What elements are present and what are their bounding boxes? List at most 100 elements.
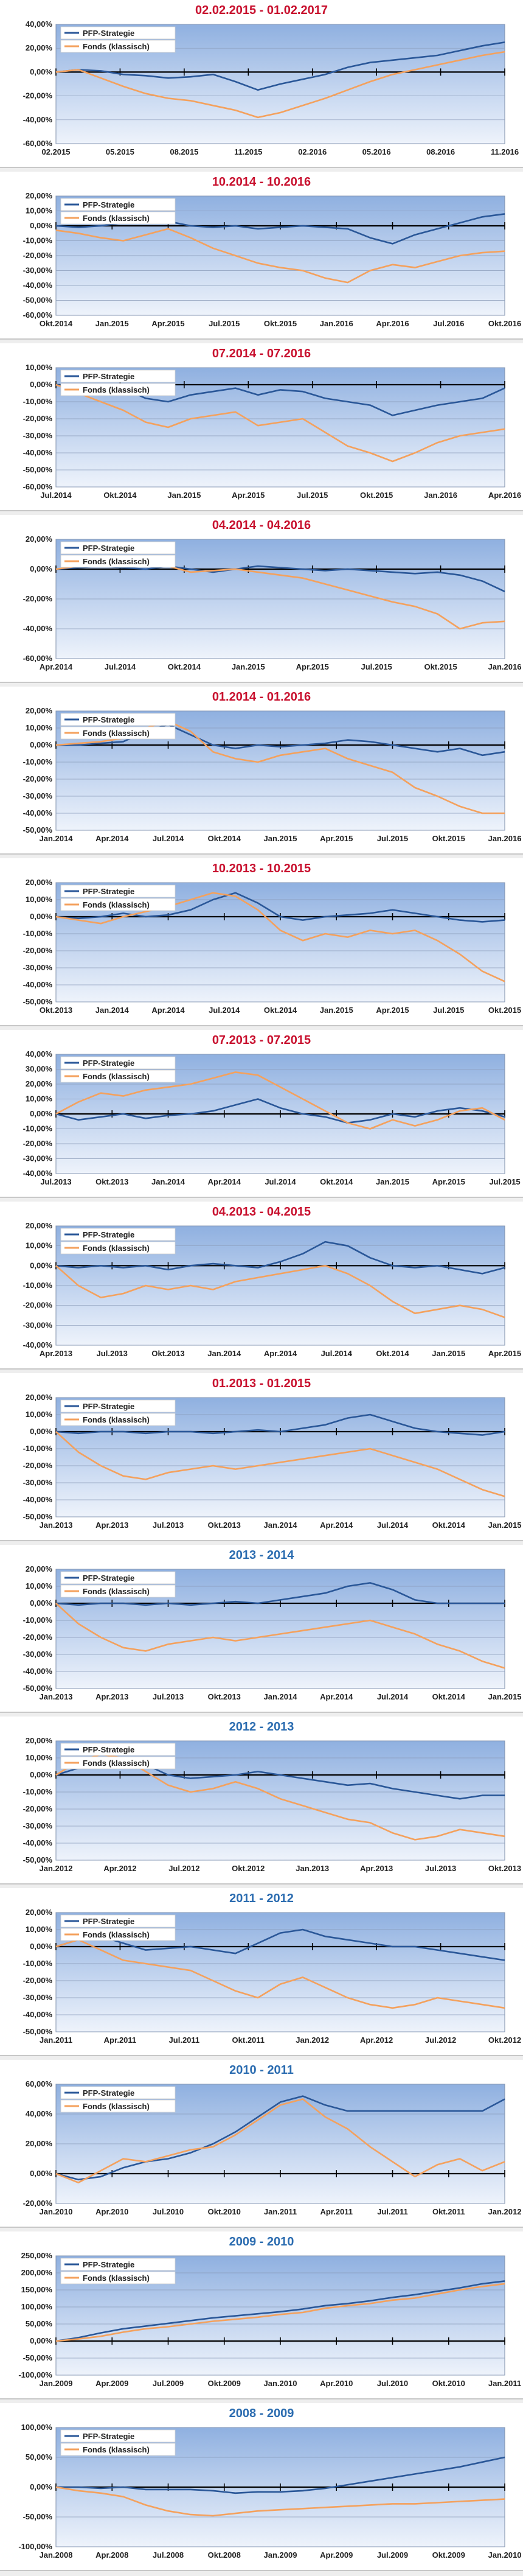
x-tick-label: Jan.2015 [167, 491, 201, 500]
legend-label: Fonds (klassisch) [83, 1072, 150, 1081]
y-tick-label: 20,00% [26, 1564, 53, 1573]
x-tick-label: Jan.2010 [488, 2550, 522, 2560]
y-tick-label: 40,00% [26, 2109, 53, 2118]
chart-title: 2010 - 2011 [229, 2063, 294, 2077]
chart-title: 2011 - 2012 [229, 1892, 294, 1905]
series-line-strategy [55, 1098, 505, 1124]
x-tick-label: Okt.2008 [208, 2550, 241, 2560]
y-tick-label: -10,00% [23, 929, 53, 938]
x-tick-label: Jul.2010 [153, 2207, 184, 2216]
y-tick-label: 0,00% [30, 2169, 52, 2178]
x-tick-label: Jul.2015 [489, 1177, 520, 1186]
legend-label: Fonds (klassisch) [83, 1930, 150, 1939]
x-tick-label: Jul.2014 [377, 1521, 409, 1530]
x-tick-label: Apr.2015 [296, 662, 329, 671]
x-tick-label: Apr.2013 [360, 1864, 393, 1873]
x-tick-label: Jul.2015 [433, 1006, 464, 1015]
legend-item [60, 1413, 176, 1426]
y-tick-label: -40,00% [23, 1838, 53, 1847]
y-tick-label: 20,00% [26, 1393, 53, 1402]
y-tick-label: -10,00% [23, 236, 53, 245]
series-line-fund [55, 2486, 505, 2517]
x-tick-label: Apr.2014 [40, 662, 73, 671]
y-tick-label: -20,00% [23, 1633, 53, 1642]
legend-label: Fonds (klassisch) [83, 2445, 150, 2454]
legend-item [60, 541, 176, 555]
x-tick-label: Apr.2015 [376, 1006, 409, 1015]
chart-svg: 20,00% 10,00% 0,00% -10,00% -20,00% -30,00% -4… [23, 706, 522, 843]
chart-panel: 2008 - 2009 100,00% 50,00% 0,00% -50,00% -100… [0, 2403, 523, 2571]
x-tick-label: Jan.2015 [264, 834, 297, 843]
y-tick-label: -50,00% [23, 997, 53, 1006]
x-tick-label: Jan.2014 [207, 1349, 241, 1358]
chart-svg: 20,00% 10,00% 0,00% -10,00% -20,00% -30,00% -4… [23, 191, 522, 328]
chart-panel: 2010 - 2011 60,00% 40,00% 20,00% 0,00% -20,00… [0, 2060, 523, 2228]
x-tick-label: Jul.2015 [209, 319, 240, 328]
y-tick-label: -10,00% [23, 1124, 53, 1133]
series-line-strategy [55, 1928, 505, 1961]
x-tick-label: Apr.2015 [320, 834, 353, 843]
x-tick-label: Jul.2014 [105, 662, 136, 671]
chart-title: 02.02.2015 - 01.02.2017 [195, 4, 328, 17]
y-tick-label: -20,00% [23, 251, 53, 260]
x-tick-label: Apr.2010 [320, 2379, 353, 2388]
y-tick-label: 20,00% [26, 1736, 53, 1745]
y-tick-label: 0,00% [30, 1942, 52, 1951]
y-tick-label: -30,00% [23, 1478, 53, 1487]
y-tick-label: -20,00% [23, 1139, 53, 1148]
legend-item [60, 1743, 176, 1756]
x-tick-label: Jan.2014 [151, 1177, 185, 1186]
legend-label: PFP-Strategie [83, 887, 134, 896]
legend-label: Fonds (klassisch) [83, 2102, 150, 2111]
y-tick-label: -100,00% [18, 2370, 52, 2379]
x-tick-label: Jan.2015 [320, 1006, 353, 1015]
y-tick-label: -60,00% [23, 139, 53, 148]
chart-title: 2013 - 2014 [229, 1549, 294, 1562]
legend-label: Fonds (klassisch) [83, 1415, 150, 1424]
y-tick-label: 200,00% [21, 2268, 53, 2277]
x-tick-label: Jul.2014 [209, 1006, 240, 1015]
chart-title: 07.2014 - 07.2016 [212, 347, 311, 360]
y-tick-label: -30,00% [23, 791, 53, 800]
legend-label: PFP-Strategie [83, 1230, 134, 1239]
legend-item [60, 211, 176, 225]
y-tick-label: -20,00% [23, 2199, 53, 2208]
x-tick-label: Apr.2012 [103, 1864, 136, 1873]
chart-title: 10.2014 - 10.2016 [212, 175, 311, 189]
x-tick-label: Okt.2013 [208, 1692, 241, 1701]
y-tick-label: 0,00% [30, 2482, 52, 2491]
y-tick-label: 20,00% [26, 43, 53, 52]
y-tick-label: 10,00% [26, 363, 53, 372]
x-tick-label: Apr.2013 [95, 1521, 128, 1530]
series-line-strategy [55, 2280, 505, 2342]
legend-item [60, 2443, 176, 2456]
y-tick-label: -30,00% [23, 266, 53, 275]
x-tick-label: Jul.2013 [425, 1864, 456, 1873]
y-tick-label: -40,00% [23, 1340, 53, 1349]
x-tick-label: Jul.2016 [433, 319, 464, 328]
x-tick-label: Jul.2014 [40, 491, 72, 500]
y-tick-label: 0,00% [30, 740, 52, 749]
chart-panel: 2009 - 2010 250,00% 200,00% 150,00% 100,00% 5… [0, 2231, 523, 2399]
x-tick-label: Okt.2014 [40, 319, 73, 328]
x-tick-label: Jan.2011 [40, 2035, 72, 2045]
series-line-strategy [55, 1582, 505, 1606]
x-tick-label: Jan.2011 [264, 2207, 297, 2216]
x-tick-label: Jan.2010 [264, 2379, 297, 2388]
chart-panel: 04.2014 - 04.2016 20,00% 0,00% -20,00% -40,0… [0, 515, 523, 683]
x-tick-label: 11.2016 [491, 147, 519, 156]
y-tick-label: 150,00% [21, 2285, 53, 2294]
y-tick-label: -40,00% [23, 115, 53, 124]
y-tick-label: -20,00% [23, 1301, 53, 1310]
x-tick-label: Apr.2014 [208, 1177, 241, 1186]
chart-title: 04.2014 - 04.2016 [212, 519, 311, 532]
chart-title: 04.2013 - 04.2015 [212, 1205, 311, 1219]
x-tick-label: Jan.2010 [40, 2207, 73, 2216]
y-tick-label: -40,00% [23, 1495, 53, 1504]
x-tick-label: Apr.2008 [95, 2550, 128, 2560]
legend-item [60, 1056, 176, 1069]
chart-panel: 2013 - 2014 20,00% 10,00% 0,00% -10,00% -20,0… [0, 1545, 523, 1713]
y-tick-label: -60,00% [23, 482, 53, 491]
y-tick-label: 50,00% [26, 2452, 53, 2462]
chart-svg: 20,00% 10,00% 0,00% -10,00% -20,00% -30,00% -4… [23, 1564, 522, 1701]
